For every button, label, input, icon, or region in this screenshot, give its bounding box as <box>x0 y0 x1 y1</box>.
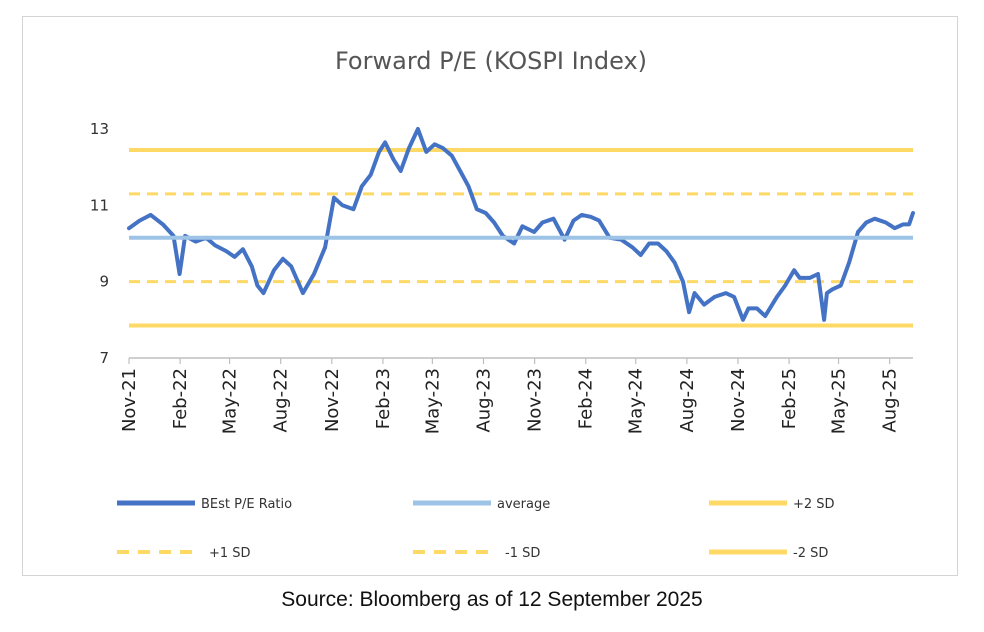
reference-lines <box>129 147 913 328</box>
legend-label: average <box>497 497 550 512</box>
legend-label: +2 SD <box>793 497 835 512</box>
chart: Forward P/E (KOSPI Index) 7 9 11 13 Nov-21 F… <box>90 47 915 561</box>
x-tick-label: Aug-25 <box>880 368 901 433</box>
x-tick-label: Feb-24 <box>576 368 597 429</box>
chart-frame: Forward P/E (KOSPI Index) 7 9 11 13 Nov-21 F… <box>22 16 958 576</box>
x-tick-label: Aug-24 <box>677 368 698 433</box>
x-tick-label: Nov-23 <box>525 368 546 432</box>
x-tick-label: Aug-22 <box>271 368 292 433</box>
x-tick-label: May-25 <box>829 368 850 434</box>
y-tick-label: 7 <box>99 349 109 367</box>
x-tick-label: Feb-22 <box>170 368 191 429</box>
x-axis-ticks: Nov-21 Feb-22 May-22 Aug-22 Nov-22 Feb-23 May-… <box>119 368 901 434</box>
x-tick-label: Nov-24 <box>728 368 749 432</box>
x-tick-label: Nov-22 <box>322 368 343 432</box>
legend-item-2-sd: +2 SD <box>709 497 835 512</box>
series-layer <box>127 127 915 322</box>
legend-item-best-p-e-ratio: BEst P/E Ratio <box>117 497 292 512</box>
series-line-best-pe-ratio <box>127 127 915 322</box>
x-tick-label: Feb-23 <box>373 368 394 429</box>
x-tick-label: May-24 <box>626 368 647 434</box>
legend-label: -2 SD <box>793 546 828 561</box>
x-tick-label: Nov-21 <box>119 368 140 432</box>
y-axis-ticks: 7 9 11 13 <box>90 120 109 367</box>
legend-item-1-sd: -1 SD <box>413 546 540 561</box>
legend-item-1-sd: +1 SD <box>117 546 251 561</box>
legend-label: BEst P/E Ratio <box>201 497 292 512</box>
y-tick-label: 9 <box>99 273 109 291</box>
x-tick-label: Feb-25 <box>779 368 800 429</box>
legend-item-average: average <box>413 497 550 512</box>
chart-title: Forward P/E (KOSPI Index) <box>335 47 647 75</box>
axes <box>128 357 913 364</box>
y-tick-label: 11 <box>90 196 109 214</box>
legend-label: +1 SD <box>209 546 251 561</box>
x-tick-label: May-23 <box>422 368 443 434</box>
y-tick-label: 13 <box>90 120 109 138</box>
legend: BEst P/E Ratio average +2 SD +1 SD -1 SD -2 S… <box>117 497 835 561</box>
x-tick-label: Aug-23 <box>473 368 494 433</box>
x-tick-label: May-22 <box>220 368 241 434</box>
source-note: Source: Bloomberg as of 12 September 202… <box>281 588 703 611</box>
legend-label: -1 SD <box>505 546 540 561</box>
legend-item-2-sd: -2 SD <box>709 546 828 561</box>
